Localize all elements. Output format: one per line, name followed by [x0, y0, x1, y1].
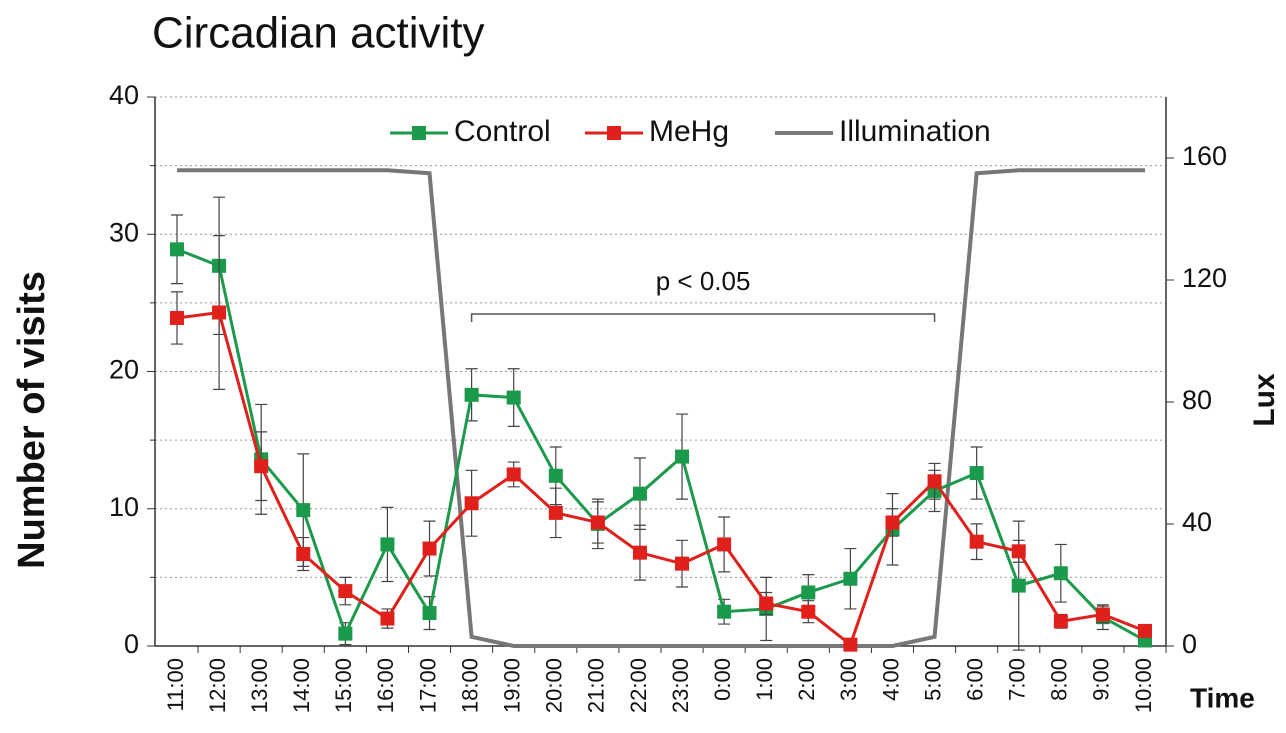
- x-tick-label: 21:00: [584, 658, 609, 713]
- marker: [170, 242, 184, 257]
- x-tick-label: 6:00: [962, 658, 987, 701]
- marker: [464, 496, 479, 511]
- legend-marker: [607, 126, 621, 140]
- marker: [717, 604, 732, 619]
- legend-marker: [412, 126, 426, 140]
- x-tick-label: 15:00: [331, 658, 356, 713]
- marker: [632, 545, 647, 560]
- marker: [170, 310, 184, 325]
- marker: [422, 606, 437, 621]
- marker: [885, 515, 900, 530]
- y-tick-label: 40: [109, 80, 139, 110]
- marker: [969, 466, 984, 481]
- marker: [464, 387, 479, 402]
- y-tick-label: 20: [109, 355, 139, 385]
- marker: [380, 537, 395, 552]
- marker: [1138, 623, 1152, 638]
- series-line: [176, 310, 1146, 648]
- annotation-bracket: [470, 313, 936, 322]
- marker: [717, 537, 732, 552]
- marker: [632, 486, 647, 501]
- marker: [1053, 614, 1068, 629]
- x-tick-label: 12:00: [205, 658, 230, 713]
- y2-tick-label: 0: [1182, 629, 1197, 659]
- x-tick-label: 7:00: [1005, 658, 1030, 701]
- marker: [422, 541, 437, 556]
- legend-label: Illumination: [839, 115, 991, 148]
- marker: [1011, 578, 1026, 593]
- marker: [212, 305, 227, 320]
- marker: [969, 534, 984, 549]
- marker: [1011, 544, 1026, 559]
- x-tick-label: 14:00: [289, 658, 314, 713]
- marker: [590, 515, 605, 530]
- x-tick-label: 16:00: [373, 658, 398, 713]
- marker: [801, 585, 816, 600]
- chart-title: Circadian activity: [152, 9, 485, 58]
- x-tick-label: 9:00: [1089, 658, 1114, 701]
- series-line: [177, 168, 1145, 648]
- marker: [675, 449, 690, 464]
- legend-label: MeHg: [649, 115, 729, 148]
- x-tick-label: 19:00: [500, 658, 525, 713]
- x-tick-label: 4:00: [878, 658, 903, 701]
- marker: [1053, 566, 1068, 581]
- x-tick-label: 10:00: [1131, 658, 1156, 713]
- marker: [296, 503, 311, 518]
- legend-label: Control: [454, 115, 551, 148]
- y-tick-label: 10: [109, 492, 139, 522]
- marker: [1095, 607, 1110, 622]
- y-tick-label: 0: [124, 629, 139, 659]
- x-tick-label: 0:00: [710, 658, 735, 701]
- marker: [254, 459, 269, 474]
- x-tick-label: 5:00: [920, 658, 945, 701]
- x-tick-label: 2:00: [794, 658, 819, 701]
- marker: [927, 474, 942, 489]
- y-axis-label: Number of visits: [11, 271, 53, 569]
- y-tick-label: 30: [109, 217, 139, 247]
- x-tick-label: 22:00: [626, 658, 651, 713]
- marker: [801, 604, 816, 619]
- x-tick-label: 3:00: [836, 658, 861, 701]
- marker: [338, 584, 353, 599]
- x-tick-label: 1:00: [752, 658, 777, 701]
- y2-tick-label: 160: [1182, 141, 1227, 171]
- y2-tick-label: 40: [1182, 507, 1212, 537]
- x-axis-label: Time: [1190, 682, 1255, 713]
- y2-axis-label: Lux: [1248, 373, 1281, 427]
- x-tick-label: 13:00: [247, 658, 272, 713]
- marker: [506, 467, 521, 482]
- marker: [843, 637, 858, 652]
- y2-tick-label: 120: [1182, 263, 1227, 293]
- y2-tick-label: 80: [1182, 385, 1212, 415]
- x-tick-label: 17:00: [415, 658, 440, 713]
- x-tick-label: 11:00: [163, 658, 188, 711]
- series-line: [176, 247, 1146, 642]
- x-tick-label: 23:00: [668, 658, 693, 713]
- annotation: p < 0.05: [656, 266, 751, 296]
- marker: [548, 468, 563, 483]
- marker: [548, 505, 563, 520]
- x-tick-label: 8:00: [1047, 658, 1072, 701]
- marker: [380, 611, 395, 626]
- x-tick-label: 20:00: [542, 658, 567, 713]
- marker: [759, 596, 774, 611]
- marker: [843, 571, 858, 586]
- marker: [296, 547, 311, 562]
- x-tick-label: 18:00: [457, 658, 482, 713]
- marker: [506, 390, 521, 405]
- marker: [675, 556, 690, 571]
- marker: [338, 626, 353, 641]
